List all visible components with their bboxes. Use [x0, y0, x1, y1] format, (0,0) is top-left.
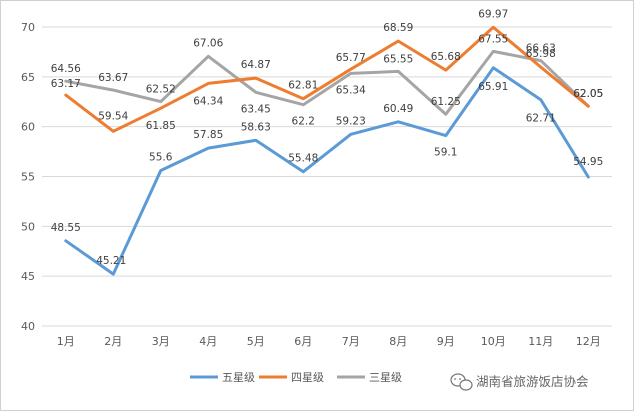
- y-axis-ticks: 40 45 50 55 60 65 70: [21, 21, 35, 333]
- data-label: 62.52: [146, 84, 176, 96]
- data-label: 67.55: [478, 33, 508, 45]
- y-tick-label: 55: [21, 171, 35, 184]
- data-label: 62.05: [573, 88, 603, 100]
- legend-label: 五星级: [222, 371, 255, 384]
- y-tick-label: 65: [21, 71, 35, 84]
- data-label: 63.17: [51, 78, 81, 90]
- x-tick-label: 11月: [528, 335, 553, 348]
- data-labels: 48.55 45.21 55.6 57.85 58.63 55.48 59.23 60.49 5…: [51, 8, 604, 267]
- data-label: 62.81: [288, 80, 318, 92]
- x-tick-label: 3月: [152, 335, 170, 348]
- data-label: 64.87: [241, 59, 271, 71]
- data-label: 61.25: [431, 96, 461, 108]
- data-label: 57.85: [193, 129, 223, 141]
- data-label: 54.95: [573, 156, 603, 168]
- y-tick-label: 60: [21, 121, 35, 134]
- series-line: [64, 25, 590, 133]
- data-label: 65.55: [383, 53, 413, 65]
- data-label: 55.6: [149, 152, 173, 164]
- data-label: 59.1: [434, 147, 457, 159]
- data-label: 62.2: [292, 116, 315, 128]
- data-label: 63.67: [98, 72, 128, 84]
- data-label: 65.77: [336, 52, 366, 64]
- x-tick-label: 1月: [57, 335, 75, 348]
- y-tick-label: 50: [21, 220, 35, 233]
- x-tick-label: 6月: [294, 335, 312, 348]
- series-line: [64, 49, 590, 116]
- watermark-text: 湖南省旅游饭店协会: [476, 374, 589, 389]
- data-label: 48.55: [51, 222, 81, 234]
- x-tick-label: 9月: [437, 335, 455, 348]
- watermark: 湖南省旅游饭店协会: [450, 373, 589, 391]
- data-label: 63.45: [241, 103, 271, 115]
- x-tick-label: 12月: [576, 335, 601, 348]
- y-tick-label: 45: [21, 270, 35, 283]
- x-tick-label: 4月: [199, 335, 217, 348]
- x-tick-label: 8月: [389, 335, 407, 348]
- y-tick-label: 40: [21, 320, 35, 333]
- data-label: 64.56: [51, 63, 81, 75]
- data-label: 66.63: [526, 43, 556, 55]
- data-label: 64.34: [193, 95, 223, 107]
- data-label: 65.68: [431, 51, 461, 63]
- data-label: 59.23: [336, 115, 366, 127]
- data-label: 65.91: [478, 81, 508, 93]
- data-label: 59.54: [98, 110, 128, 122]
- data-label: 55.48: [288, 153, 318, 165]
- data-label: 67.06: [193, 37, 223, 49]
- data-label: 68.59: [383, 22, 413, 34]
- data-label: 62.05: [573, 88, 603, 100]
- legend: 五星级 四星级 三星级: [190, 371, 402, 384]
- legend-label: 三星级: [369, 371, 402, 384]
- x-axis-ticks: 1月 2月 3月 4月 5月 6月 7月 8月 9月 10月 11月 12月: [57, 335, 601, 348]
- data-label: 61.85: [146, 120, 176, 132]
- data-label: 45.21: [96, 255, 126, 267]
- data-label: 69.97: [478, 8, 508, 20]
- data-label: 65.98: [526, 48, 556, 60]
- series-lines: [64, 25, 590, 276]
- x-tick-label: 2月: [104, 335, 122, 348]
- y-tick-label: 70: [21, 21, 35, 34]
- x-tick-label: 5月: [247, 335, 265, 348]
- data-label: 62.71: [526, 113, 556, 125]
- legend-label: 四星级: [291, 371, 324, 384]
- data-label: 58.63: [241, 121, 271, 133]
- wechat-icon: [450, 373, 473, 391]
- series-line: [64, 66, 590, 276]
- data-label: 60.49: [383, 103, 413, 115]
- x-tick-label: 7月: [342, 335, 360, 348]
- gridlines: [42, 26, 612, 327]
- x-tick-label: 10月: [481, 335, 506, 348]
- data-label: 65.34: [336, 84, 366, 96]
